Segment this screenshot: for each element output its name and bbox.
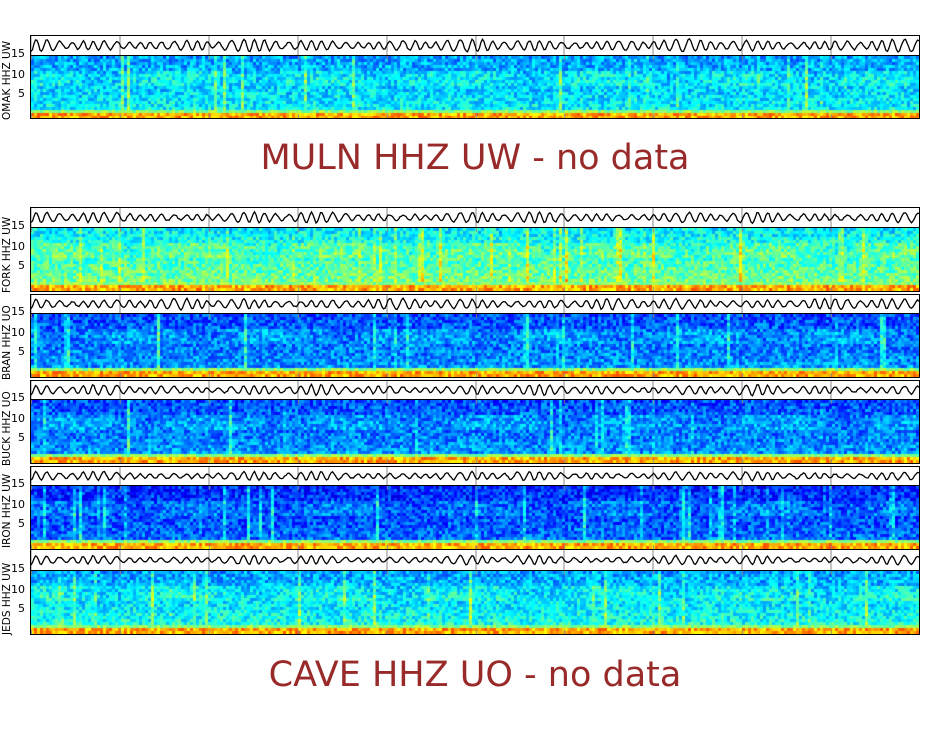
- waveform-trace-jeds: [30, 549, 920, 571]
- waveform-trace-fork: [30, 207, 920, 228]
- spectrogram-buck: [30, 399, 920, 464]
- ytick-15: 15: [11, 219, 25, 232]
- ytick-10: 10: [11, 412, 25, 425]
- waveform-svg: [31, 295, 919, 313]
- spectrogram-iron: [30, 485, 920, 550]
- spectrogram-fork: [30, 227, 920, 292]
- spectrogram-canvas: [31, 314, 919, 377]
- waveform-svg: [31, 36, 919, 55]
- ytick-5: 5: [18, 602, 25, 615]
- spectrogram-canvas: [31, 56, 919, 118]
- spectrogram-canvas: [31, 228, 919, 291]
- waveform-svg: [31, 550, 919, 570]
- ytick-15: 15: [11, 305, 25, 318]
- ytick-5: 5: [18, 259, 25, 272]
- waveform-svg: [31, 381, 919, 399]
- waveform-trace-iron: [30, 466, 920, 486]
- ytick-5: 5: [18, 345, 25, 358]
- ytick-10: 10: [11, 583, 25, 596]
- waveform-trace-omak: [30, 35, 920, 56]
- ytick-15: 15: [11, 477, 25, 490]
- spectrogram-canvas: [31, 571, 919, 634]
- ytick-15: 15: [11, 47, 25, 60]
- spectrogram-jeds: [30, 570, 920, 635]
- ytick-5: 5: [18, 87, 25, 100]
- spectrogram-bran: [30, 313, 920, 378]
- ytick-10: 10: [11, 240, 25, 253]
- no-data-message-muln: MULN HHZ UW - no data: [260, 138, 690, 178]
- spectrogram-canvas: [31, 486, 919, 549]
- waveform-trace-bran: [30, 294, 920, 314]
- ytick-15: 15: [11, 391, 25, 404]
- waveform-svg: [31, 467, 919, 485]
- ytick-10: 10: [11, 68, 25, 81]
- no-data-message-cave: CAVE HHZ UO - no data: [268, 655, 682, 695]
- waveform-trace-buck: [30, 380, 920, 400]
- ytick-15: 15: [11, 562, 25, 575]
- ytick-5: 5: [18, 431, 25, 444]
- spectrogram-omak: [30, 55, 920, 119]
- ytick-5: 5: [18, 517, 25, 530]
- ytick-10: 10: [11, 326, 25, 339]
- waveform-svg: [31, 208, 919, 227]
- ytick-10: 10: [11, 498, 25, 511]
- spectrogram-canvas: [31, 400, 919, 463]
